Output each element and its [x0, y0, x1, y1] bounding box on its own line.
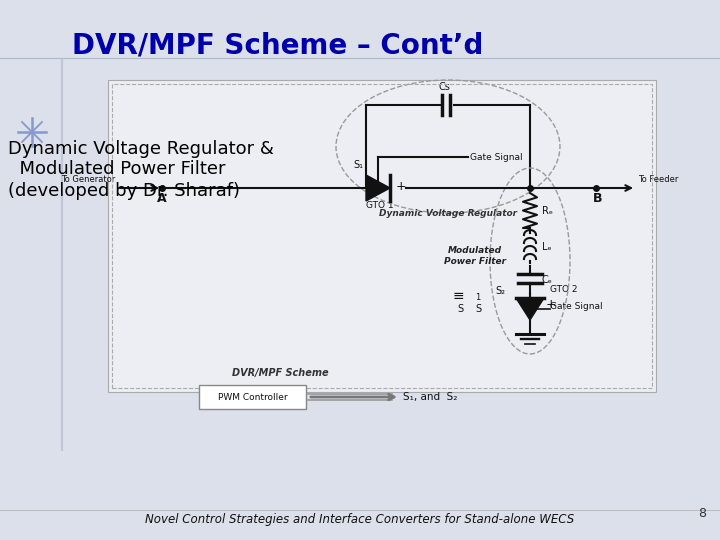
Text: DVR/MPF Scheme: DVR/MPF Scheme: [232, 368, 328, 378]
Text: S₂: S₂: [495, 286, 505, 296]
FancyBboxPatch shape: [199, 385, 306, 409]
Text: Cs: Cs: [438, 82, 450, 92]
Text: (developed by Dr. Sharaf): (developed by Dr. Sharaf): [8, 182, 240, 200]
Text: B: B: [593, 192, 603, 205]
Polygon shape: [366, 175, 390, 201]
Text: S₁, and  S₂: S₁, and S₂: [403, 392, 457, 402]
Text: S: S: [475, 304, 481, 314]
Text: 8: 8: [698, 507, 706, 520]
Text: A: A: [157, 192, 167, 205]
Text: Dynamic Voltage Regulator &: Dynamic Voltage Regulator &: [8, 140, 274, 158]
Text: Lₑ: Lₑ: [542, 242, 552, 252]
Bar: [112, 84, 652, 388]
Text: GTO 1: GTO 1: [366, 201, 394, 210]
Text: Modulated Power Filter: Modulated Power Filter: [8, 160, 225, 178]
Text: Gate Signal: Gate Signal: [470, 152, 523, 161]
Text: Modulated
Power Filter: Modulated Power Filter: [444, 246, 506, 266]
Text: Novel Control Strategies and Interface Converters for Stand-alone WECS: Novel Control Strategies and Interface C…: [145, 513, 575, 526]
Text: S₁: S₁: [353, 160, 363, 170]
Text: Gate Signal: Gate Signal: [550, 302, 603, 311]
Text: +: +: [396, 179, 407, 192]
Text: +: +: [546, 298, 557, 310]
Text: ≡: ≡: [452, 289, 464, 303]
Text: DVR/MPF Scheme – Cont’d: DVR/MPF Scheme – Cont’d: [72, 32, 483, 60]
Text: Cₑ: Cₑ: [542, 275, 553, 285]
Text: 1: 1: [475, 293, 481, 302]
Text: S: S: [457, 304, 463, 314]
Polygon shape: [516, 298, 544, 320]
Text: To Generator: To Generator: [60, 175, 115, 184]
Bar: [108, 80, 656, 392]
Text: Rₑ: Rₑ: [542, 206, 553, 215]
Text: To Feeder: To Feeder: [638, 175, 678, 184]
Text: PWM Controller: PWM Controller: [217, 393, 287, 402]
Text: Dynamic Voltage Regulator: Dynamic Voltage Regulator: [379, 209, 517, 218]
Text: GTO 2: GTO 2: [550, 285, 577, 294]
